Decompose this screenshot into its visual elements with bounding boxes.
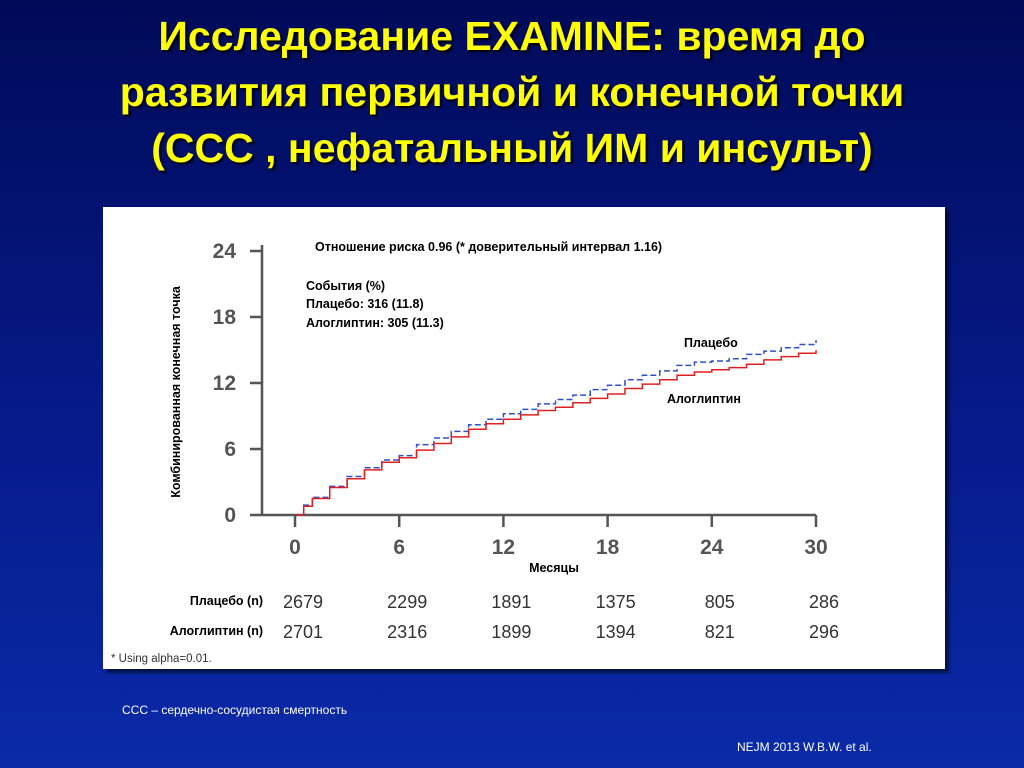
events-alogliptin: Алоглиптин: 305 (11.3) — [306, 316, 444, 330]
chart-panel: Отношение риска 0.96 (* доверительный ин… — [103, 207, 945, 669]
x-axis-label: Месяцы — [529, 561, 579, 575]
at-risk-placebo-value: 1891 — [491, 592, 531, 612]
at-risk-placebo-value: 805 — [705, 592, 735, 612]
x-tick-label: 6 — [393, 536, 405, 559]
at-risk-alogliptin-value: 296 — [809, 622, 839, 642]
source-citation: NEJM 2013 W.B.W. et al. — [737, 740, 872, 754]
at-risk-placebo-label: Плацебо (n) — [190, 594, 263, 608]
kaplan-meier-chart: Отношение риска 0.96 (* доверительный ин… — [111, 240, 839, 665]
title-line-3: (ССС , нефатальный ИМ и инсульт) — [151, 125, 873, 171]
at-risk-alogliptin-value: 2701 — [283, 622, 323, 642]
title-line-1: Исследование EXAMINE: время до — [158, 13, 866, 59]
alogliptin-series-label: Алоглиптин — [667, 392, 741, 406]
at-risk-alogliptin-value: 1899 — [491, 622, 531, 642]
at-risk-alogliptin-value: 821 — [705, 622, 735, 642]
at-risk-placebo-value: 2299 — [387, 592, 427, 612]
hazard-ratio-annotation: Отношение риска 0.96 (* доверительный ин… — [315, 240, 662, 254]
slide-title: Исследование EXAMINE: время до развития … — [20, 8, 1004, 176]
x-tick-label: 0 — [289, 536, 301, 559]
x-tick-label: 30 — [804, 536, 827, 559]
at-risk-placebo-value: 2679 — [283, 592, 323, 612]
alogliptin-series-line — [295, 350, 817, 516]
x-tick-label: 24 — [700, 536, 724, 559]
at-risk-placebo-value: 286 — [809, 592, 839, 612]
y-tick-label: 24 — [213, 240, 237, 263]
at-risk-alogliptin-value: 2316 — [387, 622, 427, 642]
footnote: ССС – сердечно-сосудистая смертность — [122, 703, 348, 717]
x-tick-label: 12 — [492, 536, 515, 559]
title-line-2: развития первичной и конечной точки — [119, 69, 905, 115]
y-tick-label: 0 — [224, 504, 236, 527]
y-axis-label: Комбинированная конечная точка — [169, 285, 183, 498]
alpha-note: * Using alpha=0.01. — [111, 653, 212, 665]
at-risk-placebo-value: 1375 — [596, 592, 636, 612]
y-tick-label: 12 — [213, 372, 236, 395]
at-risk-alogliptin-label: Алоглиптин (n) — [170, 624, 263, 638]
at-risk-alogliptin-value: 1394 — [596, 622, 636, 642]
events-placebo: Плацебо: 316 (11.8) — [306, 297, 424, 311]
x-tick-label: 18 — [596, 536, 620, 559]
placebo-series-line — [295, 340, 817, 516]
y-tick-label: 6 — [224, 438, 236, 461]
events-header: События (%) — [306, 279, 385, 293]
placebo-series-label: Плацебо — [684, 336, 738, 350]
y-tick-label: 18 — [213, 306, 237, 329]
